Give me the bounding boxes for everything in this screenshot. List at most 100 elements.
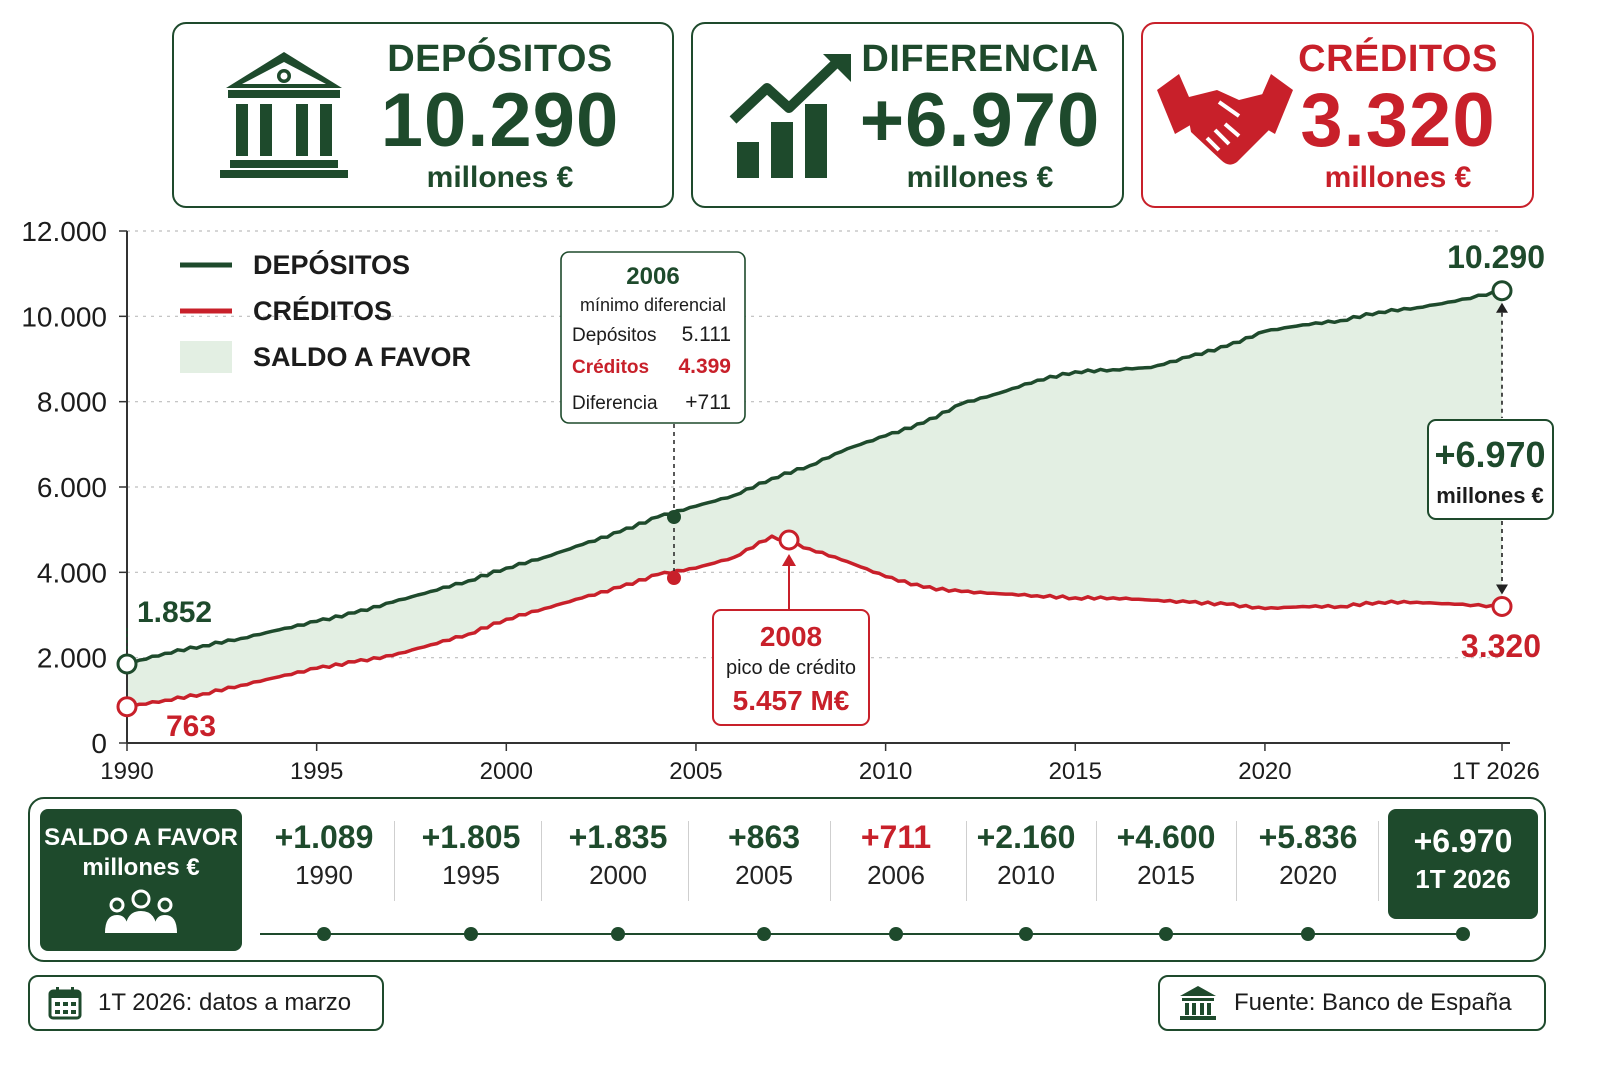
- arrow-head: [1496, 302, 1508, 313]
- min-diff-callout: [560, 251, 746, 424]
- card-unit: millones €: [426, 161, 574, 194]
- min-point-depositos: [667, 510, 681, 524]
- card-title: DEPÓSITOS: [387, 38, 613, 80]
- saldo-year: 2005: [735, 860, 793, 890]
- min-point-creditos: [667, 571, 681, 585]
- timeline-dot: [1301, 927, 1315, 941]
- kpi-card-depositos: DEPÓSITOS 10.290 millones €: [172, 22, 674, 208]
- axes: 0 2.000 4.000 6.000 8.000 10.000 12.000 1990 199…: [21, 216, 1539, 785]
- min-callout-diff-value: +711: [685, 391, 731, 414]
- saldo-timeline: SALDO A FAVOR millones € +1.089 1990 +1.80…: [28, 797, 1546, 962]
- series-line-creditos: [126, 534, 1503, 709]
- saldo-item: +711 2006: [826, 817, 966, 893]
- diff-callout-unit: millones €: [1436, 483, 1544, 508]
- y-tick-label: 2.000: [37, 643, 107, 674]
- diff-callout: [1427, 419, 1554, 520]
- saldo-item: +1.089 1990: [254, 817, 394, 893]
- saldo-value: +6.970: [1413, 823, 1513, 859]
- bank-icon: [1180, 986, 1216, 1020]
- x-tick-label: 1990: [100, 758, 153, 785]
- kpi-card-creditos: CRÉDITOS 3.320 millones €: [1141, 22, 1534, 208]
- saldo-value: +5.836: [1258, 819, 1358, 855]
- card-value: +6.970: [859, 78, 1101, 163]
- legend-label: DEPÓSITOS: [253, 249, 410, 280]
- min-callout-diff-label: Diferencia: [572, 393, 658, 414]
- x-tick-label: 2010: [859, 758, 912, 785]
- timeline-dot: [464, 927, 478, 941]
- start-label-depositos: 1.852: [137, 596, 212, 629]
- annotations: 1.852 763 10.290 3.320 +6.970 millones € 2006 m…: [116, 239, 1554, 743]
- saldo-item-current: +6.970 1T 2026: [1388, 809, 1538, 919]
- y-tick-label: 10.000: [21, 301, 107, 332]
- x-tick-label: 2000: [480, 758, 533, 785]
- y-tick-label: 4.000: [37, 557, 107, 588]
- card-value: 3.320: [1300, 78, 1496, 163]
- card-title: CRÉDITOS: [1298, 38, 1498, 80]
- growth-chart-icon: [729, 54, 851, 178]
- end-label-creditos: 3.320: [1461, 628, 1541, 664]
- saldo-label-unit: millones €: [82, 854, 200, 881]
- card-value: 10.290: [380, 78, 620, 163]
- start-marker-creditos: [116, 696, 138, 718]
- peak-credit-callout: [712, 609, 870, 726]
- end-marker-depositos: [1491, 280, 1513, 302]
- card-unit: millones €: [906, 161, 1054, 194]
- deposits-credits-chart: 0 2.000 4.000 6.000 8.000 10.000 12.000 1990 199…: [21, 216, 1554, 785]
- legend: DEPÓSITOS CRÉDITOS SALDO A FAVOR: [180, 249, 471, 373]
- legend-label: SALDO A FAVOR: [253, 342, 471, 372]
- x-tick-label: 2005: [669, 758, 722, 785]
- peak-callout-subtitle: pico de crédito: [726, 657, 856, 679]
- saldo-item: +863 2005: [694, 817, 834, 893]
- min-callout-cred-value: 4.399: [678, 355, 731, 378]
- card-unit: millones €: [1324, 161, 1472, 194]
- legend-swatch: [180, 341, 232, 373]
- min-callout-dep-label: Depósitos: [572, 325, 657, 346]
- saldo-year: 2006: [867, 860, 925, 890]
- y-tick-label: 12.000: [21, 216, 107, 247]
- separator: [830, 821, 831, 901]
- timeline-dot: [889, 927, 903, 941]
- min-callout-subtitle: mínimo diferencial: [580, 295, 726, 315]
- end-marker-creditos: [1491, 595, 1513, 617]
- people-icon: [105, 889, 177, 933]
- arrow-head: [782, 554, 796, 566]
- y-tick-label: 6.000: [37, 472, 107, 503]
- card-title: DIFERENCIA: [861, 38, 1099, 80]
- y-tick-label: 0: [91, 728, 107, 759]
- peak-marker: [778, 529, 800, 551]
- calendar-icon: [48, 987, 82, 1020]
- kpi-card-diferencia: DIFERENCIA +6.970 millones €: [691, 22, 1124, 208]
- saldo-year: 1T 2026: [1415, 864, 1511, 894]
- min-callout-year: 2006: [626, 263, 679, 290]
- saldo-value: +4.600: [1116, 819, 1216, 855]
- min-callout-dep-value: 5.111: [682, 323, 731, 346]
- separator: [688, 821, 689, 901]
- diff-callout-value: +6.970: [1434, 434, 1545, 475]
- timeline-dot: [1159, 927, 1173, 941]
- min-callout-cred-label: Créditos: [572, 357, 649, 378]
- x-tick-label: 2015: [1049, 758, 1102, 785]
- saldo-value: +1.805: [421, 819, 521, 855]
- saldo-item: +1.805 1995: [401, 817, 541, 893]
- saldo-year: 2000: [589, 860, 647, 890]
- saldo-item: +5.836 2020: [1238, 817, 1378, 893]
- saldo-label-box: SALDO A FAVOR millones €: [40, 809, 242, 951]
- separator: [541, 821, 542, 901]
- timeline-line: [260, 933, 1464, 935]
- saldo-value: +2.160: [976, 819, 1076, 855]
- x-tick-label: 2020: [1238, 758, 1291, 785]
- start-marker-depositos: [116, 653, 138, 675]
- footer-note-box: 1T 2026: datos a marzo: [28, 975, 384, 1031]
- handshake-icon: [1157, 74, 1293, 165]
- start-label-creditos: 763: [166, 710, 216, 743]
- saldo-value: +711: [860, 819, 932, 855]
- separator: [1096, 821, 1097, 901]
- arrow-head: [1496, 584, 1508, 595]
- timeline-dot: [1019, 927, 1033, 941]
- peak-callout-year: 2008: [760, 621, 822, 652]
- timeline-dot: [1456, 927, 1470, 941]
- saldo-item: +1.835 2000: [548, 817, 688, 893]
- separator: [966, 821, 967, 901]
- timeline-dot: [317, 927, 331, 941]
- bank-icon: [220, 52, 348, 178]
